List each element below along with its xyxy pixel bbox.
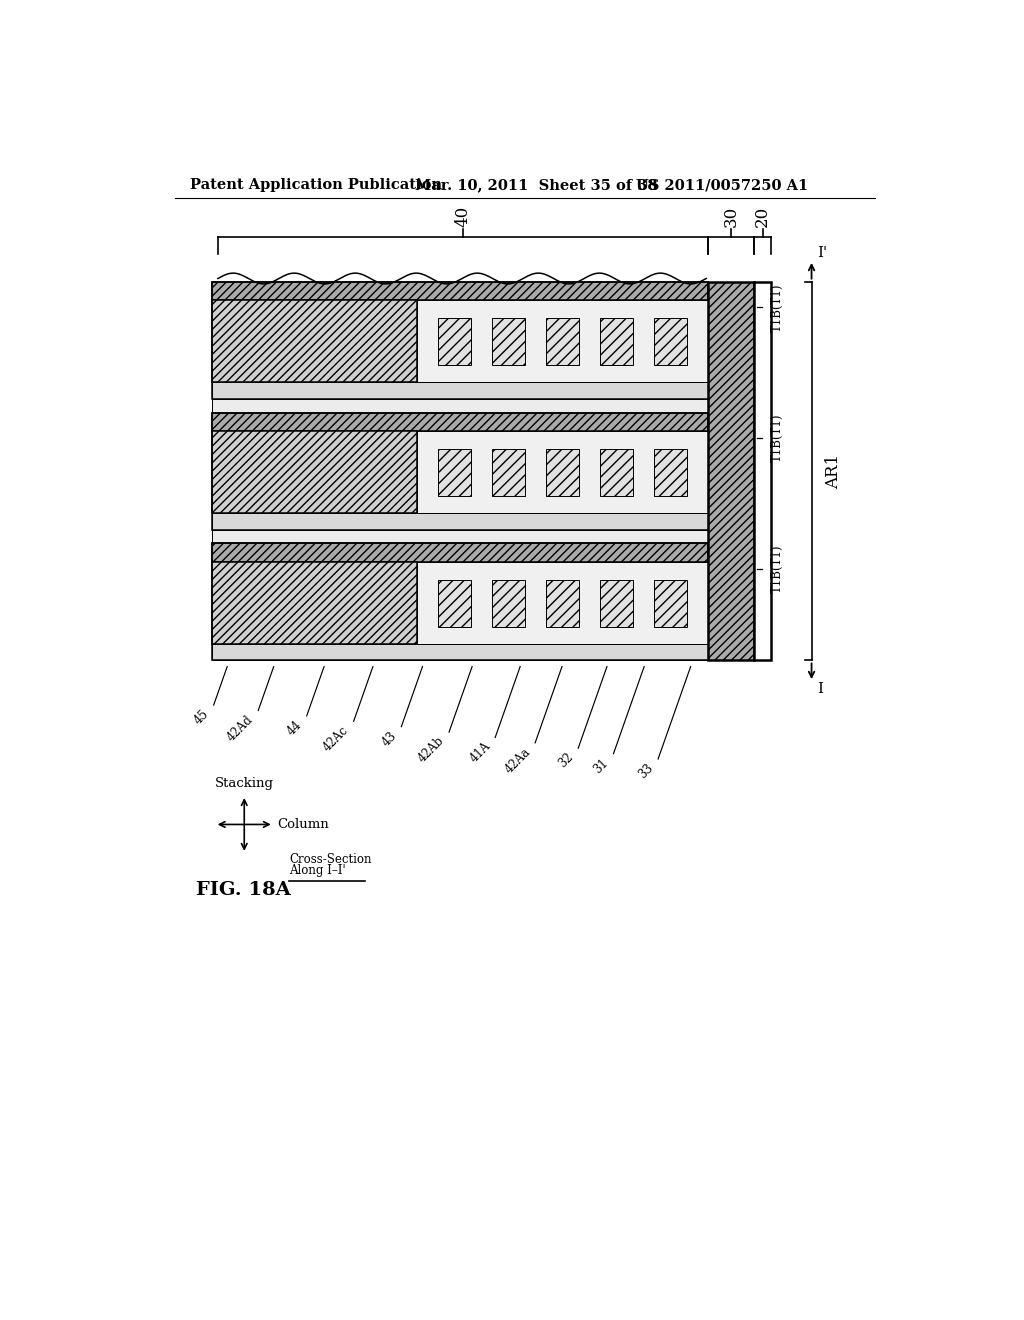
Text: FIG. 18A: FIG. 18A	[197, 880, 291, 899]
Bar	[437, 449, 471, 496]
Bar	[417, 432, 708, 512]
Text: 42Aa: 42Aa	[502, 744, 532, 776]
Bar	[600, 579, 633, 627]
Bar	[212, 544, 708, 660]
Bar	[437, 579, 471, 627]
Text: Along I–I': Along I–I'	[289, 865, 346, 878]
Text: 40: 40	[455, 206, 471, 227]
Bar	[212, 413, 708, 529]
Bar	[212, 544, 708, 562]
Bar	[212, 412, 708, 430]
Text: 32: 32	[556, 751, 575, 771]
Text: 33: 33	[636, 762, 655, 781]
Bar	[212, 529, 708, 544]
Text: T1B(T1): T1B(T1)	[771, 282, 784, 331]
Bar	[653, 579, 687, 627]
Text: 42Ac: 42Ac	[321, 723, 351, 754]
Bar	[492, 579, 525, 627]
Bar	[212, 281, 708, 399]
Bar	[546, 449, 579, 496]
Text: 45: 45	[191, 708, 211, 727]
Text: Mar. 10, 2011  Sheet 35 of 38: Mar. 10, 2011 Sheet 35 of 38	[415, 178, 657, 193]
Bar	[417, 300, 708, 381]
Bar	[437, 318, 471, 364]
Bar	[212, 399, 708, 412]
Bar	[212, 300, 417, 381]
Text: 30: 30	[723, 206, 739, 227]
Bar	[708, 281, 755, 660]
Text: 43: 43	[379, 729, 399, 748]
Text: 44: 44	[285, 718, 304, 738]
Text: Patent Application Publication: Patent Application Publication	[190, 178, 442, 193]
Bar	[212, 512, 708, 529]
Bar	[546, 579, 579, 627]
Text: I: I	[817, 682, 823, 696]
Text: I': I'	[817, 246, 827, 260]
Bar	[492, 449, 525, 496]
Bar	[212, 562, 417, 644]
Text: 20: 20	[755, 206, 771, 227]
Bar	[212, 281, 708, 399]
Text: Column: Column	[278, 818, 330, 832]
Text: Cross-Section: Cross-Section	[289, 853, 372, 866]
Bar	[212, 544, 708, 660]
Bar	[546, 318, 579, 364]
Bar	[417, 562, 708, 644]
Bar	[653, 318, 687, 364]
Text: Stacking: Stacking	[215, 776, 273, 789]
Bar	[212, 413, 708, 529]
Text: US 2011/0057250 A1: US 2011/0057250 A1	[636, 178, 808, 193]
Bar	[212, 281, 708, 300]
Text: T1B(T1): T1B(T1)	[771, 414, 784, 462]
Bar	[600, 449, 633, 496]
Bar	[212, 381, 708, 399]
Text: 42Ab: 42Ab	[416, 734, 446, 766]
Bar	[600, 318, 633, 364]
Text: 41A: 41A	[467, 739, 493, 766]
Text: T1B(T1): T1B(T1)	[771, 545, 784, 594]
Bar	[653, 449, 687, 496]
Bar	[755, 281, 771, 660]
Bar	[492, 318, 525, 364]
Bar	[212, 432, 417, 512]
Text: AR1: AR1	[824, 454, 842, 488]
Bar	[212, 644, 708, 660]
Text: 42Ad: 42Ad	[225, 713, 256, 744]
Text: 31: 31	[592, 756, 611, 776]
